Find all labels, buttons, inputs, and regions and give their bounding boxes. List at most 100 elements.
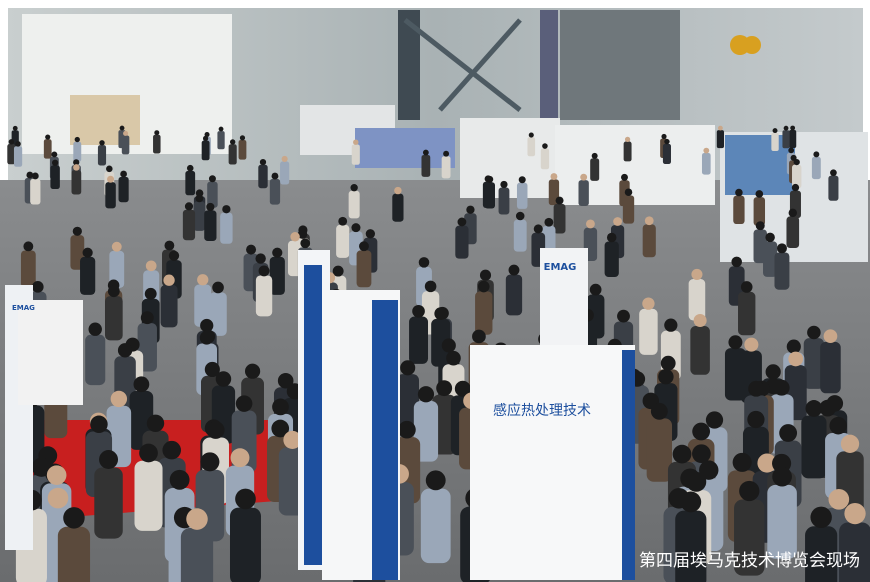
pillar (398, 10, 420, 120)
person-head (23, 241, 34, 252)
person-head (735, 188, 743, 197)
person-head (111, 241, 122, 252)
person-body (828, 175, 839, 201)
person-head (486, 175, 494, 183)
person-body (160, 284, 178, 328)
person-head (195, 194, 204, 203)
person-body (50, 165, 60, 189)
person-body (527, 137, 536, 157)
person-head (425, 470, 446, 491)
person-head (748, 380, 765, 397)
person-body (269, 178, 281, 205)
person-body (801, 415, 827, 479)
person-head (765, 232, 775, 243)
person-head (830, 169, 837, 177)
person-head (788, 351, 804, 367)
person-head (272, 398, 289, 416)
person-head (338, 216, 348, 226)
person-body (182, 209, 196, 241)
person-head (117, 343, 133, 358)
person-body (578, 180, 589, 206)
person-body (646, 418, 673, 482)
person-head (107, 175, 115, 183)
person-head (400, 360, 416, 376)
person-head (472, 329, 486, 344)
person-head (466, 205, 475, 214)
person-head (617, 309, 630, 323)
person-body (622, 195, 635, 224)
person-head (350, 184, 358, 192)
person-head (644, 216, 654, 226)
person-head (12, 125, 18, 131)
person-body (71, 170, 82, 195)
person-head (99, 450, 119, 470)
person-body (207, 181, 218, 208)
person-head (63, 507, 85, 529)
person-body (505, 274, 523, 316)
person-head (235, 488, 256, 510)
person-head (533, 224, 543, 234)
person-body (421, 154, 431, 177)
person-head (672, 444, 692, 464)
person-body (475, 291, 493, 335)
person-body (153, 134, 161, 154)
person-head (82, 247, 93, 258)
person-head (146, 414, 165, 433)
person-head (591, 152, 598, 159)
person-head (32, 281, 44, 293)
person-head (259, 158, 267, 166)
person-head (168, 250, 180, 261)
person-head (819, 399, 837, 417)
person-body (716, 130, 725, 149)
person-head (606, 232, 617, 243)
person-head (772, 466, 792, 487)
person-body (774, 252, 790, 290)
person-head (500, 180, 508, 189)
person-body (688, 279, 706, 321)
person-body (811, 156, 821, 180)
person-head (45, 134, 51, 140)
beam (403, 18, 522, 112)
person-body (724, 348, 746, 401)
person-head (202, 135, 209, 142)
person-body (455, 225, 469, 259)
person-head (110, 390, 128, 408)
person-head (844, 502, 866, 525)
person-head (394, 186, 402, 195)
person-body (80, 256, 96, 295)
person-body (85, 334, 106, 386)
person-body (57, 526, 91, 582)
person-head (703, 147, 710, 154)
caption: 第四届埃马克技术博览会现场 (639, 551, 860, 571)
person-body (516, 182, 528, 209)
person-body (805, 526, 838, 582)
person-head (786, 339, 801, 354)
person-head (434, 307, 448, 320)
person-head (73, 159, 80, 166)
person-head (235, 395, 253, 412)
person-head (823, 329, 838, 344)
person-body (803, 338, 825, 389)
person-head (457, 217, 467, 227)
person-head (718, 125, 723, 131)
person-head (73, 164, 80, 171)
person-body (209, 292, 227, 336)
person-head (398, 420, 416, 439)
person-body (134, 460, 163, 531)
person-head (692, 422, 711, 441)
person-body (623, 141, 632, 162)
stands: 感应热处理技术 EMAG EMAG (5, 248, 635, 580)
person-body (484, 182, 495, 209)
person-head (755, 221, 765, 231)
person-head (46, 465, 67, 485)
person-body (121, 135, 130, 155)
logo: EMAG (544, 262, 577, 273)
person-body (441, 156, 451, 179)
person-head (271, 172, 279, 180)
person-head (732, 452, 752, 472)
person-body (269, 256, 285, 295)
person-head (624, 188, 633, 196)
sign-stripe (622, 350, 635, 580)
counter (18, 300, 83, 405)
